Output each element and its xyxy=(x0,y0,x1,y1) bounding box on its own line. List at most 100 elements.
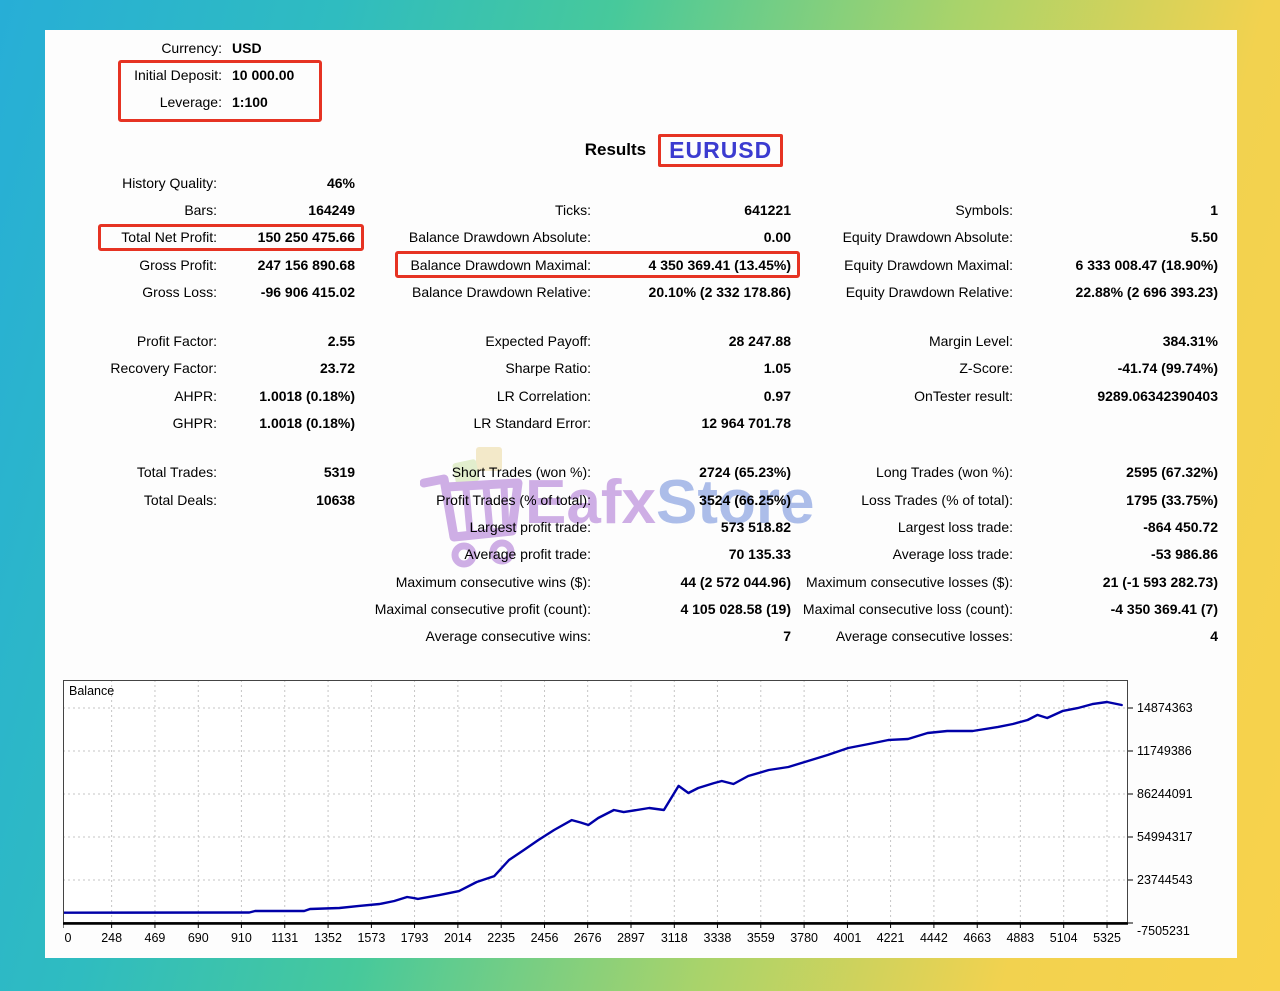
stat-column: Symbols: 1 Equity Drawdown Absolute: 5.50 Eq… xyxy=(800,169,1218,305)
stat-label: Gross Loss: xyxy=(142,283,217,300)
stat-row: Symbols: 1 xyxy=(800,196,1218,223)
stat-row: Gross Profit: 247 156 890.68 xyxy=(97,251,355,278)
stat-label: Short Trades (won %): xyxy=(451,464,591,481)
stat-column: History Quality: 46% Bars: 164249 Total Net … xyxy=(97,169,364,305)
stat-label: Average loss trade: xyxy=(892,546,1013,563)
stat-label: Largest profit trade: xyxy=(469,518,591,535)
stat-block: Profit Factor: 2.55 Recovery Factor: 23.72 A… xyxy=(97,327,1218,436)
stat-label: LR Standard Error: xyxy=(473,415,592,432)
stat-value: -864 450.72 xyxy=(1143,518,1218,535)
stat-label: Expected Payoff: xyxy=(485,333,591,350)
svg-text:4663: 4663 xyxy=(963,931,991,945)
stat-value: 0.97 xyxy=(763,387,791,404)
stat-value: 9289.06342390403 xyxy=(1097,387,1218,404)
stat-label: Maximum consecutive wins ($): xyxy=(395,573,591,590)
stat-column: Total Trades: 5319 Total Deals: 10638 xyxy=(97,459,355,650)
stat-row: Largest loss trade: -864 450.72 xyxy=(800,513,1218,540)
stat-value: 21 (-1 593 282.73) xyxy=(1102,573,1218,590)
stat-value: 573 518.82 xyxy=(720,518,791,535)
stat-value: 5.50 xyxy=(1190,229,1218,246)
stat-value: 4 350 369.41 (13.45%) xyxy=(648,256,791,273)
stat-value: 46% xyxy=(326,174,355,191)
svg-text:5104: 5104 xyxy=(1050,931,1078,945)
svg-text:910: 910 xyxy=(231,931,252,945)
stats-grid: History Quality: 46% Bars: 164249 Total Net … xyxy=(97,169,1218,650)
stat-value: 44 (2 572 044.96) xyxy=(680,573,791,590)
stat-row: Equity Drawdown Absolute: 5.50 xyxy=(800,224,1218,251)
leverage-label: Leverage: xyxy=(159,93,222,110)
svg-text:4221: 4221 xyxy=(877,931,905,945)
stat-label: Profit Factor: xyxy=(136,333,217,350)
stat-column: Margin Level: 384.31% Z-Score: -41.74 (99.7… xyxy=(800,327,1218,436)
stat-label: Equity Drawdown Absolute: xyxy=(842,229,1013,246)
stat-value: 150 250 475.66 xyxy=(257,229,355,246)
stat-label: Bars: xyxy=(184,201,217,218)
stat-row: Profit Trades (% of total): 3524 (66.25%) xyxy=(364,486,791,513)
leverage-row: Leverage: 1:100 xyxy=(45,88,475,115)
stat-value: 1795 (33.75%) xyxy=(1126,491,1218,508)
deposit-value: 10 000.00 xyxy=(232,66,295,83)
stat-row xyxy=(800,169,1218,196)
stat-row: AHPR: 1.0018 (0.18%) xyxy=(97,382,355,409)
stat-label: Margin Level: xyxy=(928,333,1013,350)
stat-label: Maximum consecutive losses ($): xyxy=(806,573,1013,590)
stat-row: Balance Drawdown Absolute: 0.00 xyxy=(364,224,791,251)
stat-label: AHPR: xyxy=(174,387,217,404)
stat-row: History Quality: 46% xyxy=(97,169,355,196)
symbol-badge: EURUSD xyxy=(658,133,784,167)
stat-row xyxy=(364,169,791,196)
stat-row: Ticks: 641221 xyxy=(364,196,791,223)
svg-text:3338: 3338 xyxy=(704,931,732,945)
svg-text:1131: 1131 xyxy=(271,931,298,945)
svg-text:5325: 5325 xyxy=(1093,931,1121,945)
stat-row xyxy=(800,409,1218,436)
svg-text:4442: 4442 xyxy=(920,931,948,945)
svg-text:23744543: 23744543 xyxy=(1137,873,1193,887)
stat-row: Sharpe Ratio: 1.05 xyxy=(364,355,791,382)
stat-row: Total Deals: 10638 xyxy=(97,486,355,513)
stat-label: Total Net Profit: xyxy=(121,229,217,246)
stat-row: Total Trades: 5319 xyxy=(97,459,355,486)
stat-label: Largest loss trade: xyxy=(897,518,1013,535)
stat-value: 1.0018 (0.18%) xyxy=(259,387,355,404)
svg-text:469: 469 xyxy=(145,931,166,945)
stat-value: 1.0018 (0.18%) xyxy=(259,415,355,432)
watermark-text: EafxStore xyxy=(525,468,815,537)
stat-label: Average consecutive losses: xyxy=(835,628,1013,645)
svg-text:14874363: 14874363 xyxy=(1137,701,1193,715)
stat-row: Maximal consecutive loss (count): -4 350 … xyxy=(800,595,1218,622)
stat-label: GHPR: xyxy=(172,415,217,432)
stat-row: Balance Drawdown Maximal: 4 350 369.41 (1… xyxy=(364,250,800,278)
svg-text:1352: 1352 xyxy=(314,931,342,945)
stat-row: OnTester result: 9289.06342390403 xyxy=(800,382,1218,409)
results-title: Results EURUSD xyxy=(45,130,1237,170)
stat-row xyxy=(97,568,355,595)
stat-value: 1.05 xyxy=(763,360,791,377)
deposit-label: Initial Deposit: xyxy=(134,66,222,83)
stat-label: OnTester result: xyxy=(914,387,1013,404)
stat-row: Bars: 164249 xyxy=(97,196,355,223)
stat-row: Gross Loss: -96 906 415.02 xyxy=(97,278,355,305)
stat-value: 12 964 701.78 xyxy=(701,415,791,432)
stat-row xyxy=(97,541,355,568)
leverage-value: 1:100 xyxy=(232,93,268,110)
stat-value: 28 247.88 xyxy=(728,333,791,350)
stat-label: Maximal consecutive profit (count): xyxy=(374,600,591,617)
stat-row: Balance Drawdown Relative: 20.10% (2 332 … xyxy=(364,278,791,305)
stat-row: Largest profit trade: 573 518.82 xyxy=(364,513,791,540)
stat-value: 2724 (65.23%) xyxy=(699,464,791,481)
svg-text:2014: 2014 xyxy=(444,931,472,945)
stat-row xyxy=(97,595,355,622)
currency-label: Currency: xyxy=(161,39,222,56)
stat-column: Short Trades (won %): 2724 (65.23%) Profit… xyxy=(364,459,791,650)
watermark: EafxStore xyxy=(419,445,940,585)
svg-text:4001: 4001 xyxy=(834,931,862,945)
stat-value: -96 906 415.02 xyxy=(260,283,355,300)
results-label: Results xyxy=(584,140,647,159)
svg-text:3118: 3118 xyxy=(661,931,688,945)
svg-text:86244091: 86244091 xyxy=(1137,787,1193,801)
stat-row: Short Trades (won %): 2724 (65.23%) xyxy=(364,459,791,486)
stat-row: LR Standard Error: 12 964 701.78 xyxy=(364,409,792,436)
stat-row: LR Correlation: 0.97 xyxy=(364,382,791,409)
stat-label: Sharpe Ratio: xyxy=(505,360,591,377)
